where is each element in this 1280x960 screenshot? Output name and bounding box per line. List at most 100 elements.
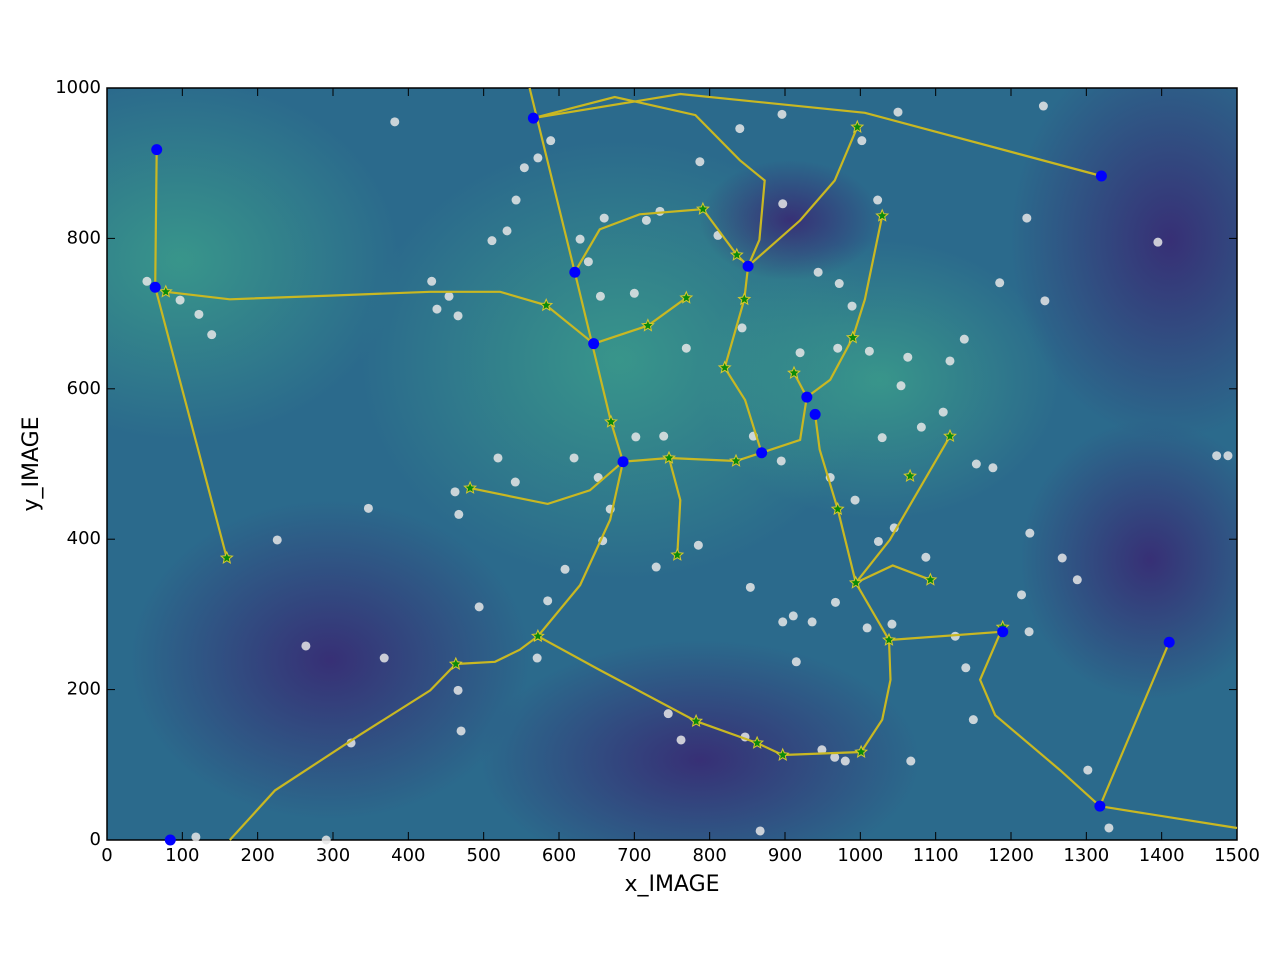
source-point	[877, 433, 887, 443]
source-point	[595, 291, 605, 301]
source-point	[840, 756, 850, 766]
source-point	[427, 276, 437, 286]
star-point	[850, 119, 865, 134]
source-point	[474, 602, 484, 612]
filament	[854, 435, 951, 584]
node-point	[527, 112, 539, 124]
node-point	[1094, 800, 1106, 812]
star-point	[695, 201, 710, 215]
source-point	[532, 653, 542, 663]
node-point	[809, 408, 821, 420]
source-point	[916, 422, 926, 432]
source-point	[959, 334, 969, 344]
source-point	[676, 735, 686, 745]
source-point	[988, 463, 998, 473]
source-point	[456, 726, 466, 736]
source-point	[641, 215, 651, 225]
marks	[142, 87, 1238, 846]
source-point	[681, 343, 691, 353]
source-point	[363, 503, 373, 513]
source-point	[857, 136, 867, 146]
source-point	[191, 832, 201, 842]
source-point	[938, 407, 948, 417]
star-point	[830, 501, 845, 516]
source-point	[502, 226, 512, 236]
source-point	[873, 195, 883, 205]
filament	[855, 564, 931, 584]
source-point	[444, 291, 454, 301]
x-tick-label: 1300	[1063, 845, 1109, 866]
source-point	[560, 564, 570, 574]
source-point	[546, 136, 556, 146]
source-point	[142, 276, 152, 286]
filament	[1099, 805, 1238, 830]
star-point	[882, 632, 896, 646]
filament	[747, 126, 859, 268]
source-point	[511, 195, 521, 205]
star-point	[679, 290, 694, 304]
source-point	[903, 352, 913, 362]
source-point	[1038, 101, 1048, 111]
source-point	[599, 213, 609, 223]
x-tick-label: 700	[617, 845, 651, 866]
source-point	[575, 234, 585, 244]
source-point	[272, 535, 282, 545]
source-point	[745, 582, 755, 592]
source-point	[1104, 823, 1114, 833]
x-tick-label: 600	[542, 845, 576, 866]
node-point	[588, 338, 600, 350]
source-point	[629, 288, 639, 298]
source-point	[1212, 451, 1222, 461]
star-point	[158, 284, 173, 298]
source-point	[695, 157, 705, 167]
star-point	[670, 547, 685, 561]
source-point	[450, 487, 460, 497]
star-point	[530, 628, 545, 643]
source-point	[864, 346, 874, 356]
source-point	[543, 596, 553, 606]
source-point	[346, 738, 356, 748]
source-point	[817, 745, 827, 755]
node-point	[617, 456, 629, 468]
star-point	[463, 480, 478, 494]
y-tick-label: 1000	[55, 77, 101, 98]
source-point	[175, 295, 185, 305]
star-point	[845, 330, 860, 344]
star-point	[854, 744, 869, 758]
source-point	[906, 756, 916, 766]
source-point	[777, 109, 787, 119]
x-tick-label: 900	[768, 845, 802, 866]
x-tick-label: 400	[391, 845, 425, 866]
source-point	[776, 456, 786, 466]
x-tick-label: 1000	[837, 845, 883, 866]
x-axis-title: x_IMAGE	[624, 872, 719, 897]
source-point	[1153, 237, 1163, 247]
source-point	[454, 509, 464, 519]
star-point	[219, 550, 234, 564]
background-image	[107, 88, 1237, 840]
star-point	[689, 713, 704, 728]
x-tick-label: 200	[240, 845, 274, 866]
source-point	[453, 685, 463, 695]
source-point	[533, 153, 543, 163]
source-point	[778, 199, 788, 209]
source-point	[847, 301, 857, 311]
star-point	[848, 575, 863, 589]
source-point	[487, 236, 497, 246]
star-point	[903, 468, 918, 482]
x-tick-label: 800	[692, 845, 726, 866]
source-point	[631, 432, 641, 442]
source-point	[830, 597, 840, 607]
star-point	[662, 450, 676, 464]
source-point	[583, 257, 593, 267]
x-tick-label: 1400	[1139, 845, 1185, 866]
y-tick-label: 400	[67, 528, 101, 549]
source-point	[896, 381, 906, 391]
x-tick-label: 0	[101, 845, 112, 866]
source-point	[493, 453, 503, 463]
source-point	[737, 323, 747, 333]
filament	[978, 626, 1171, 809]
source-point	[1040, 296, 1050, 306]
source-point	[830, 752, 840, 762]
